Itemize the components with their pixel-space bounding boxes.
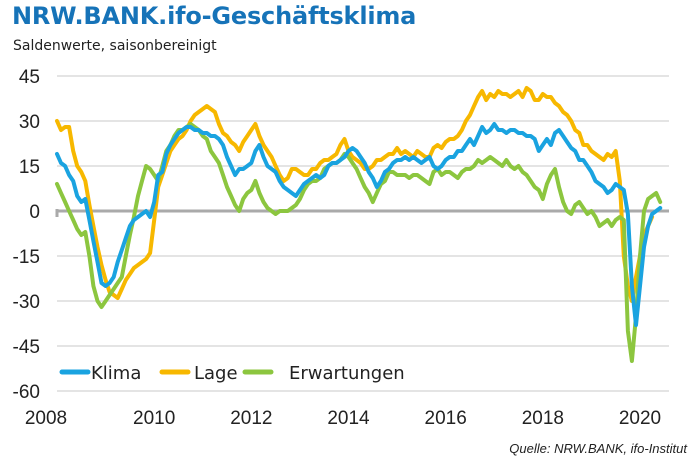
x-tick-label: 2016 bbox=[425, 408, 467, 429]
y-tick-label: -15 bbox=[13, 247, 40, 268]
x-tick-label: 2012 bbox=[230, 408, 272, 429]
x-tick-label: 2018 bbox=[522, 408, 564, 429]
y-axis-ticks: 45 30 15 0 -15 -30 -45 -60 bbox=[13, 67, 40, 403]
y-tick-label: -30 bbox=[13, 292, 40, 313]
y-tick-label: -45 bbox=[13, 337, 40, 358]
x-tick-label: 2008 bbox=[25, 408, 67, 429]
chart-subtitle: Saldenwerte, saisonbereinigt bbox=[13, 38, 217, 54]
series-lines bbox=[55, 86, 663, 363]
x-tick-label: 2010 bbox=[133, 408, 175, 429]
x-tick-label: 2020 bbox=[619, 408, 661, 429]
y-tick-label: -60 bbox=[13, 382, 40, 403]
legend-label-lage: Lage bbox=[194, 363, 238, 384]
legend-label-erwartungen: Erwartungen bbox=[289, 363, 405, 384]
y-tick-label: 30 bbox=[19, 112, 40, 133]
legend-label-klima: Klima bbox=[91, 363, 141, 384]
gridlines bbox=[55, 75, 669, 392]
series-line-lage bbox=[55, 86, 655, 303]
source-note: Quelle: NRW.BANK, ifo-Institut bbox=[509, 441, 687, 456]
series-line-klima bbox=[55, 122, 663, 327]
page-title: NRW.BANK.ifo-Geschäftsklima bbox=[12, 2, 417, 30]
y-tick-label: 0 bbox=[29, 202, 40, 223]
x-axis-ticks: 2008 2010 2012 2014 2016 2018 2020 bbox=[25, 408, 661, 429]
x-tick-label: 2014 bbox=[327, 408, 370, 429]
y-tick-label: 15 bbox=[19, 157, 40, 178]
legend: Klima Lage Erwartungen bbox=[59, 363, 405, 384]
y-tick-label: 45 bbox=[19, 67, 40, 88]
